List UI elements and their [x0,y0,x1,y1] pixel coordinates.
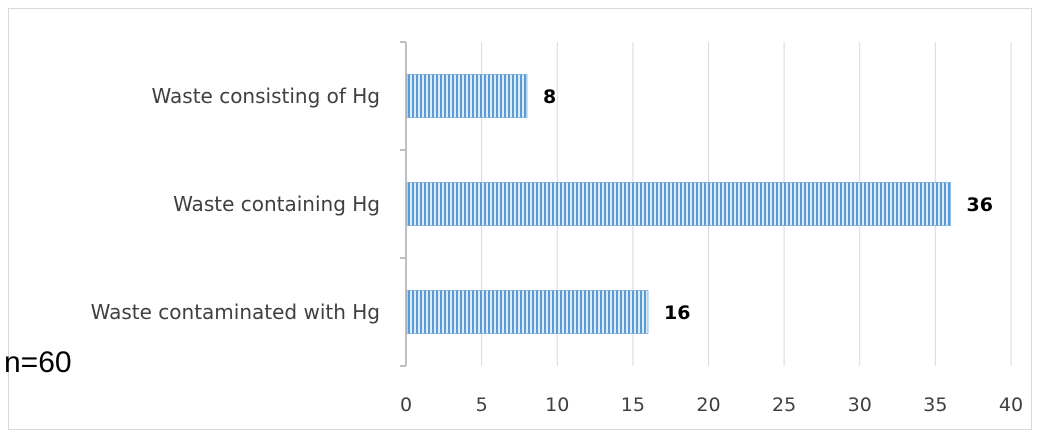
chart-frame [8,8,1032,430]
data-labels: 8 36 16 [543,86,993,324]
bar-value-label: 16 [664,302,690,324]
bar [406,74,528,118]
sample-size-note: n=60 [4,346,72,379]
category-label: Waste consisting of Hg [152,84,380,108]
y-axis [400,41,407,367]
x-tick-label: 30 [848,394,872,416]
x-tick-label: 15 [621,394,645,416]
category-label: Waste contaminated with Hg [91,300,380,324]
x-tick-label: 20 [696,394,720,416]
bar-value-label: 8 [543,86,556,108]
x-tick-labels: 0 5 10 15 20 25 30 35 40 [400,394,1023,416]
x-tick-label: 40 [999,394,1023,416]
bar [406,182,951,226]
bar-value-label: 36 [967,194,993,216]
category-label: Waste containing Hg [173,192,380,216]
x-tick-label: 5 [476,394,488,416]
bars [406,74,951,334]
x-tick-label: 35 [923,394,947,416]
x-tick-label: 25 [772,394,796,416]
x-tick-label: 10 [545,394,569,416]
x-tick-label: 0 [400,394,412,416]
category-labels: Waste consisting of Hg Waste containing H… [91,84,380,324]
bar [406,290,649,334]
